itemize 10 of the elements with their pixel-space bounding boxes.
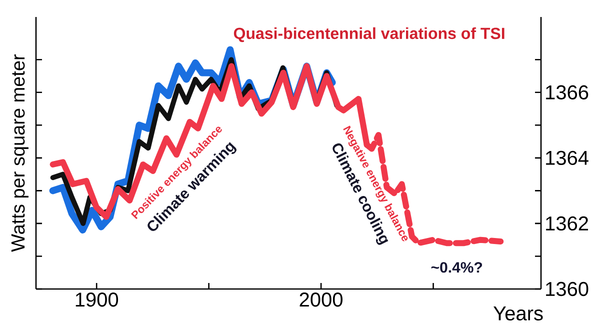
y-tick-label: 1360 xyxy=(546,282,588,296)
y-tick-label: 1366 xyxy=(546,85,588,100)
y-axis-title: Watts per square meter xyxy=(11,54,28,252)
y-tick-label: 1364 xyxy=(546,150,588,166)
annotation: ~0.4%? xyxy=(431,262,482,273)
x-tick-label: 1900 xyxy=(76,292,118,307)
x-tick-label: 2000 xyxy=(300,292,343,307)
x-axis-title: Years xyxy=(494,306,543,320)
y-tick-label: 1362 xyxy=(546,216,588,231)
text: Quasi-bicentennial variations of TSI xyxy=(234,27,504,42)
